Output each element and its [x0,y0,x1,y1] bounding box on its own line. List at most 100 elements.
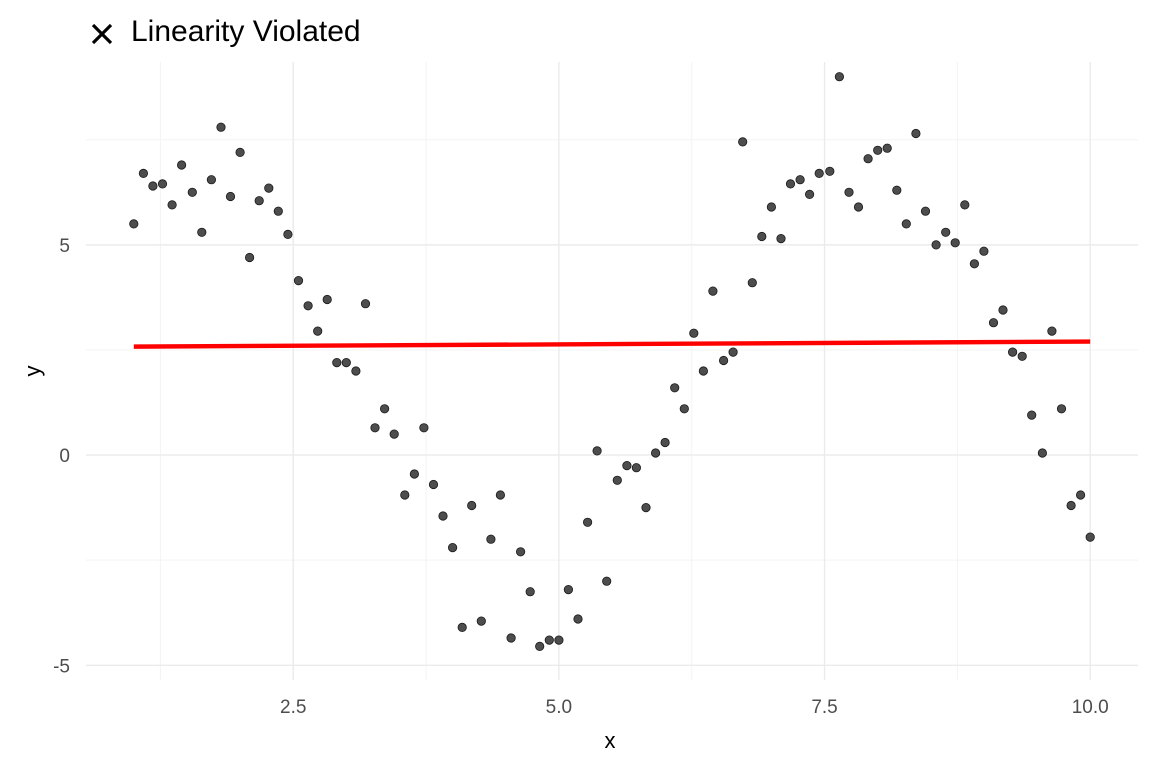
data-point [853,202,864,212]
data-point [873,145,883,155]
data-point [341,357,351,368]
data-point [950,238,960,248]
data-point [370,423,380,433]
data-point [544,635,554,645]
data-point [931,240,941,250]
data-point [863,154,873,164]
data-point [167,200,177,210]
data-point [206,175,216,185]
data-point [988,318,999,328]
data-point [332,357,342,368]
data-point [1056,404,1067,414]
data-point [1047,326,1057,336]
data-point [216,122,226,132]
data-point [495,490,505,500]
y-tick-label: 0 [59,446,70,467]
x-axis-title: x [605,728,616,753]
fit-line [133,339,1091,349]
data-point [708,286,718,296]
data-point [351,366,361,376]
data-point [825,166,835,176]
data-point [1027,410,1037,420]
data-point [718,355,729,366]
data-point [293,275,304,286]
data-point [476,616,486,626]
data-point [148,181,158,191]
data-point [1076,490,1086,500]
y-axis-title: y [20,366,45,377]
data-point [254,196,264,206]
data-point [322,294,332,305]
data-point [389,429,399,439]
chart-title: Linearity Violated [131,15,361,48]
data-point [225,191,236,202]
data-point [535,641,545,652]
data-point [892,185,902,195]
data-point [563,584,574,595]
data-point [592,446,602,456]
data-point [379,404,390,414]
x-tick-label: 5.0 [546,697,572,718]
data-point [554,635,564,645]
data-point [525,587,535,597]
data-point [283,229,293,239]
data-point [360,299,371,309]
data-point [515,547,526,557]
data-point [573,614,583,624]
data-point [650,448,661,458]
data-point [728,347,738,357]
data-point [486,534,496,544]
data-point [303,301,313,311]
data-point [177,160,187,170]
data-point [409,469,419,479]
data-point [785,179,796,189]
data-point [138,168,148,178]
data-point [920,206,931,216]
data-point [689,328,699,338]
data-point [612,475,622,485]
data-point [844,187,854,197]
data-point [998,305,1008,315]
data-point [1017,351,1027,361]
data-point [901,219,911,229]
data-point [969,259,980,269]
data-point [738,137,748,147]
data-point [419,423,429,433]
data-point [245,252,255,263]
data-point [1085,532,1095,542]
data-point [757,231,767,242]
data-point [795,175,805,185]
data-point [1066,500,1076,511]
x-tick-label: 7.5 [811,697,837,718]
y-tick-label: 5 [59,236,70,257]
close-x-icon [91,23,113,45]
data-point [679,404,689,414]
data-point [313,326,323,336]
data-point [622,460,632,471]
data-point [197,227,207,237]
data-point [698,366,709,376]
data-point [428,479,439,490]
chart-title-group: Linearity Violated [91,15,361,48]
data-point [1037,448,1048,458]
data-point [1007,347,1018,357]
data-point [631,463,642,473]
data-point [766,202,777,212]
data-point [264,183,274,193]
data-point [747,278,757,288]
data-point [438,511,448,521]
minor-gridlines [86,62,1138,680]
data-point [187,187,197,197]
x-axis-tick-labels: 2.5 5.0 7.5 10.0 [280,697,1109,718]
data-point [804,189,815,199]
data-point [129,219,139,229]
data-point [660,437,670,448]
data-point [814,168,824,178]
y-axis-tick-labels: -5 0 5 [53,236,70,677]
x-tick-label: 10.0 [1072,697,1109,718]
data-point [834,72,845,82]
data-point [670,383,680,393]
data-point [979,246,989,256]
data-point [776,234,786,244]
